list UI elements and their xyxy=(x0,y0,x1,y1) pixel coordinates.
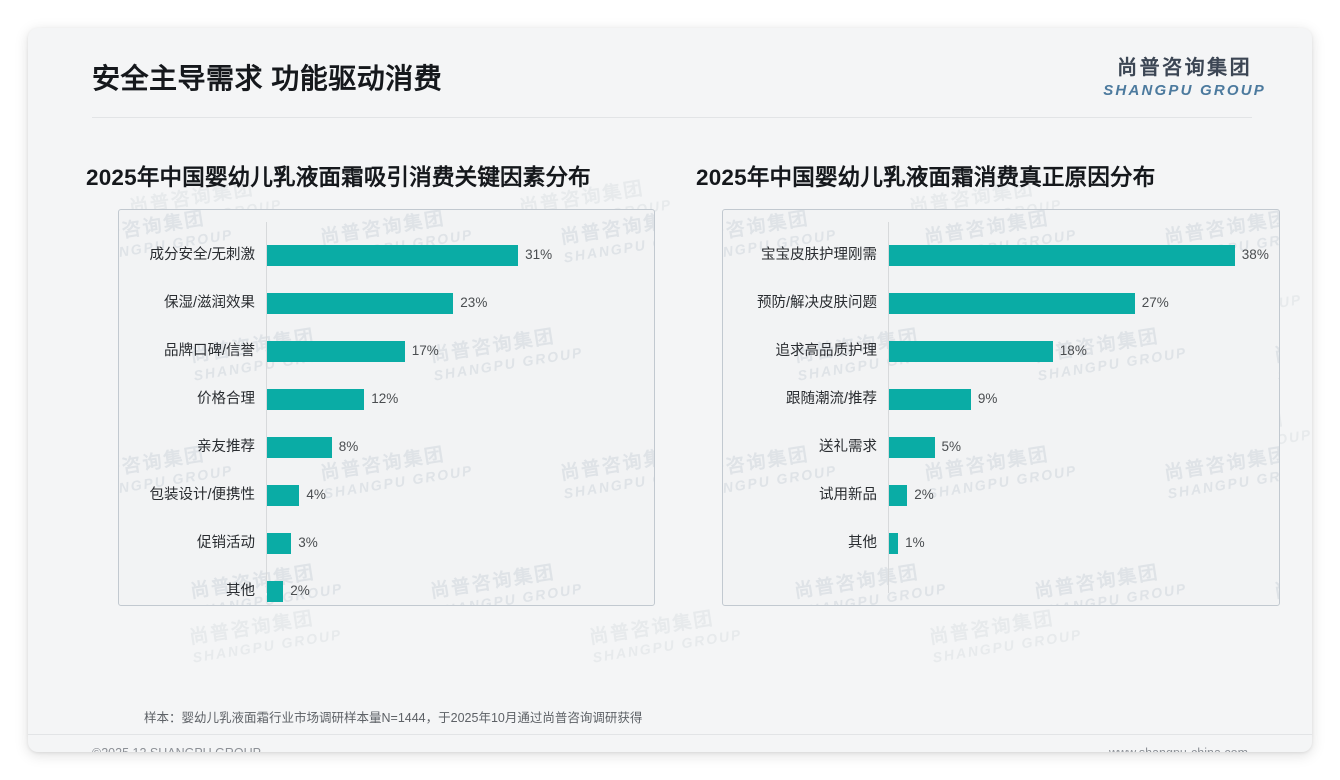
bar-category-label: 预防/解决皮肤问题 xyxy=(756,295,877,311)
footer-divider xyxy=(28,734,1312,735)
bar-category-label: 品牌口碑/信誉 xyxy=(163,343,255,359)
bar-row[interactable]: 品牌口碑/信誉 17% xyxy=(119,340,654,362)
bar-chart-left: 成分安全/无刺激 31% 保湿/滋润效果 23% 品牌口碑/信誉 17% 价格合理 12% 亲友… xyxy=(119,210,654,605)
watermark-text-en: SHANGPU GROUP xyxy=(591,625,744,666)
bar-value-label: 27% xyxy=(1141,295,1169,310)
brand-name-en: SHANGPU GROUP xyxy=(1103,82,1266,99)
brand-name-cn: 尚普咨询集团 xyxy=(1117,57,1253,79)
bar-rect[interactable] xyxy=(889,388,971,410)
slide-header: 安全主导需求 功能驱动消费 尚普咨询集团 SHANGPU GROUP xyxy=(28,28,1312,117)
bar-category-label: 跟随潮流/推荐 xyxy=(785,391,877,407)
bar-rect[interactable] xyxy=(889,292,1135,314)
bar-value-label: 4% xyxy=(306,487,326,502)
bar-row[interactable]: 保湿/滋润效果 23% xyxy=(119,292,654,314)
bar-value-label: 5% xyxy=(941,439,962,454)
watermark-text-en: SHANGPU GROUP xyxy=(191,625,344,666)
bar-value-label: 1% xyxy=(905,535,925,550)
watermark-text-cn: 尚普咨询集团 xyxy=(188,608,316,649)
bar-value-label: 9% xyxy=(977,391,998,406)
bar-value-label: 31% xyxy=(525,247,553,262)
brand-logo: 尚普咨询集团 SHANGPU GROUP xyxy=(1103,58,1266,98)
slide-footer: ©2025.12 SHANGPU GROUP www.shangpu-china… xyxy=(28,734,1312,752)
bar-row[interactable]: 送礼需求 5% xyxy=(723,436,1279,458)
bar-value-label: 8% xyxy=(338,439,359,454)
bar-rect[interactable] xyxy=(267,340,405,362)
bar-value-label: 23% xyxy=(460,295,488,310)
bar-rect[interactable] xyxy=(267,436,332,458)
bar-category-label: 宝宝皮肤护理刚需 xyxy=(761,247,877,263)
category-axis-line xyxy=(266,222,267,593)
bar-row[interactable]: 宝宝皮肤护理刚需 38% xyxy=(723,244,1279,266)
bar-category-label: 追求高品质护理 xyxy=(775,343,878,359)
chart-block-right: 2025年中国婴幼儿乳液面霜消费真正原因分布 尚普咨询集团 SHANGPU GRO… xyxy=(696,160,1280,606)
bar-row[interactable]: 其他 1% xyxy=(723,532,1279,554)
bar-category-label: 促销活动 xyxy=(197,535,255,551)
bar-value-label: 38% xyxy=(1241,247,1269,262)
chart-block-left: 2025年中国婴幼儿乳液面霜吸引消费关键因素分布 尚普咨询集团 SHANGPU G… xyxy=(60,160,684,606)
bar-category-label: 送礼需求 xyxy=(819,439,877,455)
bar-row[interactable]: 成分安全/无刺激 31% xyxy=(119,244,654,266)
bar-rect[interactable] xyxy=(267,580,284,602)
bar-row[interactable]: 试用新品 2% xyxy=(723,484,1279,506)
bar-category-label: 其他 xyxy=(848,535,877,551)
category-axis-line xyxy=(888,222,889,593)
bar-value-label: 18% xyxy=(1059,343,1087,358)
bar-category-label: 保湿/滋润效果 xyxy=(163,295,255,311)
bar-rect[interactable] xyxy=(889,532,899,554)
bar-value-label: 12% xyxy=(371,391,399,406)
chart-title-left: 2025年中国婴幼儿乳液面霜吸引消费关键因素分布 xyxy=(86,165,591,190)
bar-rect[interactable] xyxy=(267,292,454,314)
bar-row[interactable]: 亲友推荐 8% xyxy=(119,436,654,458)
bar-category-label: 价格合理 xyxy=(197,391,255,407)
bar-row[interactable]: 促销活动 3% xyxy=(119,532,654,554)
bar-rect[interactable] xyxy=(267,532,292,554)
bar-category-label: 成分安全/无刺激 xyxy=(149,247,255,263)
bar-rect[interactable] xyxy=(267,244,519,266)
website-link[interactable]: www.shangpu-china.com xyxy=(1109,746,1248,752)
bar-row[interactable]: 预防/解决皮肤问题 27% xyxy=(723,292,1279,314)
bar-category-label: 亲友推荐 xyxy=(197,439,255,455)
sample-footnote: 样本：婴幼儿乳液面霜行业市场调研样本量N=1444，于2025年10月通过尚普咨… xyxy=(144,711,643,725)
bar-row[interactable]: 跟随潮流/推荐 9% xyxy=(723,388,1279,410)
chart-title-right: 2025年中国婴幼儿乳液面霜消费真正原因分布 xyxy=(696,165,1156,190)
bar-rect[interactable] xyxy=(889,340,1053,362)
bar-row[interactable]: 包装设计/便携性 4% xyxy=(119,484,654,506)
bar-category-label: 试用新品 xyxy=(819,487,877,503)
bar-value-label: 17% xyxy=(411,343,439,358)
watermark-text-cn: 尚普咨询集团 xyxy=(588,608,716,649)
bar-category-label: 其他 xyxy=(226,583,255,599)
bar-rect[interactable] xyxy=(267,484,300,506)
bar-row[interactable]: 价格合理 12% xyxy=(119,388,654,410)
watermark-text-en: SHANGPU GROUP xyxy=(931,625,1084,666)
bar-rect[interactable] xyxy=(889,244,1235,266)
header-divider xyxy=(92,117,1252,118)
copyright-text: ©2025.12 SHANGPU GROUP xyxy=(92,746,261,752)
bar-value-label: 3% xyxy=(298,535,318,550)
bar-row[interactable]: 其他 2% xyxy=(119,580,654,602)
watermark-text-cn: 尚普咨询集团 xyxy=(928,608,1056,649)
bar-value-label: 2% xyxy=(290,583,310,598)
bar-rect[interactable] xyxy=(267,388,365,410)
bar-chart-right: 宝宝皮肤护理刚需 38% 预防/解决皮肤问题 27% 追求高品质护理 18% 跟随潮流/推荐… xyxy=(723,210,1279,605)
page-title: 安全主导需求 功能驱动消费 xyxy=(92,63,443,94)
bar-value-label: 2% xyxy=(914,487,934,502)
bar-category-label: 包装设计/便携性 xyxy=(149,487,255,503)
bar-rect[interactable] xyxy=(889,436,935,458)
bar-row[interactable]: 追求高品质护理 18% xyxy=(723,340,1279,362)
bar-rect[interactable] xyxy=(889,484,908,506)
